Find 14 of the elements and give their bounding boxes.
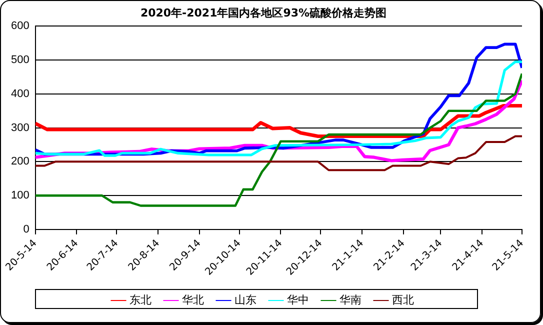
legend-label: 东北 — [130, 293, 152, 306]
y-tick-label: 200 — [10, 156, 30, 168]
legend-label: 西北 — [392, 293, 414, 306]
y-tick-label: 600 — [10, 20, 30, 32]
legend-label: 华北 — [182, 293, 204, 306]
y-tick-label: 400 — [10, 88, 30, 100]
y-tick-label: 500 — [10, 54, 30, 66]
y-tick-label: 100 — [10, 190, 30, 202]
y-tick-label: 0 — [23, 223, 30, 236]
legend-label: 华南 — [340, 293, 362, 306]
chart-title: 2020年-2021年国内各地区93%硫酸价格走势图 — [140, 6, 387, 20]
y-tick-label: 300 — [10, 122, 30, 134]
legend-label: 山东 — [234, 293, 256, 306]
legend-label: 华中 — [287, 293, 309, 306]
